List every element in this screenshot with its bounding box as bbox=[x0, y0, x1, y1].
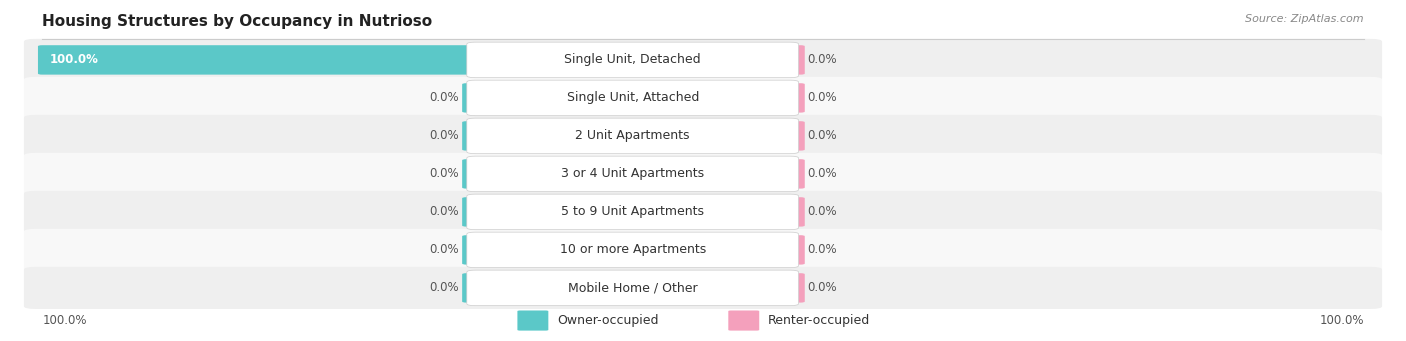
FancyBboxPatch shape bbox=[467, 270, 799, 306]
FancyBboxPatch shape bbox=[463, 273, 475, 302]
FancyBboxPatch shape bbox=[467, 118, 799, 154]
FancyBboxPatch shape bbox=[517, 310, 548, 331]
Text: Single Unit, Detached: Single Unit, Detached bbox=[564, 54, 702, 66]
FancyBboxPatch shape bbox=[463, 121, 475, 151]
Text: 0.0%: 0.0% bbox=[430, 130, 460, 143]
Text: 10 or more Apartments: 10 or more Apartments bbox=[560, 243, 706, 256]
Text: 0.0%: 0.0% bbox=[807, 243, 837, 256]
Text: 100.0%: 100.0% bbox=[49, 54, 98, 66]
Text: 0.0%: 0.0% bbox=[807, 130, 837, 143]
FancyBboxPatch shape bbox=[467, 194, 799, 230]
FancyBboxPatch shape bbox=[467, 80, 799, 116]
Text: 0.0%: 0.0% bbox=[430, 205, 460, 218]
Text: Single Unit, Attached: Single Unit, Attached bbox=[567, 91, 699, 104]
FancyBboxPatch shape bbox=[24, 191, 1382, 233]
FancyBboxPatch shape bbox=[790, 159, 804, 189]
FancyBboxPatch shape bbox=[463, 159, 475, 189]
Text: 0.0%: 0.0% bbox=[430, 281, 460, 294]
FancyBboxPatch shape bbox=[728, 310, 759, 331]
FancyBboxPatch shape bbox=[24, 267, 1382, 309]
FancyBboxPatch shape bbox=[24, 153, 1382, 195]
FancyBboxPatch shape bbox=[463, 197, 475, 227]
FancyBboxPatch shape bbox=[467, 156, 799, 192]
FancyBboxPatch shape bbox=[790, 121, 804, 151]
Text: 3 or 4 Unit Apartments: 3 or 4 Unit Apartments bbox=[561, 167, 704, 180]
Text: 0.0%: 0.0% bbox=[430, 167, 460, 180]
Text: 0.0%: 0.0% bbox=[807, 167, 837, 180]
Text: Housing Structures by Occupancy in Nutrioso: Housing Structures by Occupancy in Nutri… bbox=[42, 14, 432, 29]
Text: Mobile Home / Other: Mobile Home / Other bbox=[568, 281, 697, 294]
Text: 100.0%: 100.0% bbox=[1319, 314, 1364, 327]
FancyBboxPatch shape bbox=[24, 39, 1382, 81]
FancyBboxPatch shape bbox=[790, 235, 804, 265]
Text: Owner-occupied: Owner-occupied bbox=[557, 314, 658, 327]
FancyBboxPatch shape bbox=[38, 45, 475, 75]
FancyBboxPatch shape bbox=[790, 197, 804, 227]
Text: 5 to 9 Unit Apartments: 5 to 9 Unit Apartments bbox=[561, 205, 704, 218]
FancyBboxPatch shape bbox=[790, 83, 804, 113]
Text: 100.0%: 100.0% bbox=[42, 314, 87, 327]
Text: 0.0%: 0.0% bbox=[807, 91, 837, 104]
FancyBboxPatch shape bbox=[790, 273, 804, 302]
FancyBboxPatch shape bbox=[790, 45, 804, 75]
Text: Renter-occupied: Renter-occupied bbox=[768, 314, 870, 327]
FancyBboxPatch shape bbox=[467, 42, 799, 78]
FancyBboxPatch shape bbox=[24, 77, 1382, 119]
Text: Source: ZipAtlas.com: Source: ZipAtlas.com bbox=[1246, 14, 1364, 24]
FancyBboxPatch shape bbox=[24, 229, 1382, 271]
FancyBboxPatch shape bbox=[463, 83, 475, 113]
Text: 2 Unit Apartments: 2 Unit Apartments bbox=[575, 130, 690, 143]
Text: 0.0%: 0.0% bbox=[430, 91, 460, 104]
FancyBboxPatch shape bbox=[24, 115, 1382, 157]
FancyBboxPatch shape bbox=[467, 232, 799, 268]
Text: 0.0%: 0.0% bbox=[807, 205, 837, 218]
Text: 0.0%: 0.0% bbox=[807, 54, 837, 66]
Text: 0.0%: 0.0% bbox=[807, 281, 837, 294]
FancyBboxPatch shape bbox=[463, 235, 475, 265]
Text: 0.0%: 0.0% bbox=[430, 243, 460, 256]
